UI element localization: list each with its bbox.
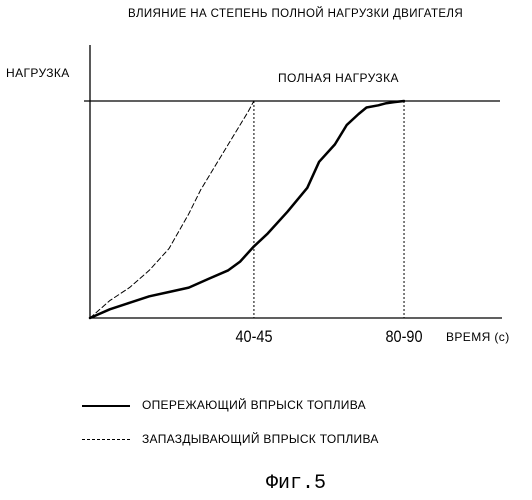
- x-axis-label: ВРЕМЯ (с): [446, 330, 510, 344]
- x-tick-label-40-45: 40-45: [235, 327, 272, 347]
- x-tick-label-80-90: 80-90: [386, 327, 423, 347]
- full-load-label: ПОЛНАЯ НАГРУЗКА: [278, 71, 399, 85]
- chart-axes: [90, 45, 502, 318]
- legend-entry-advanced: ОПЕРЕЖАЮЩИЙ ВПРЫСК ТОПЛИВА: [142, 398, 366, 412]
- chart-title: ВЛИЯНИЕ НА СТЕПЕНЬ ПОЛНОЙ НАГРУЗКИ ДВИГА…: [128, 8, 463, 20]
- legend-swatch-advanced: [82, 405, 130, 407]
- figure-caption: Фиг.5: [266, 472, 326, 495]
- chart-guides: [84, 101, 500, 318]
- legend-swatch-delayed: [82, 439, 130, 440]
- chart-series-layer: [90, 101, 404, 318]
- series-line-advanced: [90, 101, 404, 318]
- series-line-delayed: [90, 101, 254, 318]
- legend-entry-delayed: ЗАПАЗДЫВАЮЩИЙ ВПРЫСК ТОПЛИВА: [142, 432, 379, 446]
- y-axis-label: НАГРУЗКА: [6, 66, 70, 80]
